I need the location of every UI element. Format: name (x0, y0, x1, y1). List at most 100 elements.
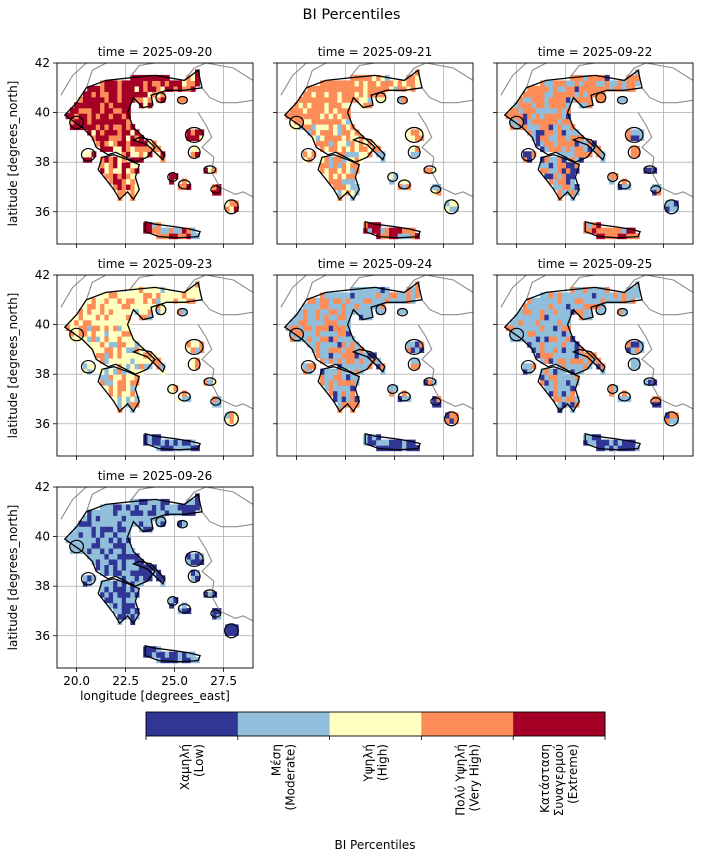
bi-cell (419, 341, 425, 348)
bi-cell (548, 292, 554, 299)
bi-cell (548, 379, 554, 386)
bi-cell (354, 286, 360, 293)
bi-cell (121, 357, 127, 364)
bi-cell (134, 140, 140, 147)
bi-cell (195, 553, 200, 560)
bi-cell (561, 91, 567, 98)
bi-cell (617, 227, 623, 234)
bi-cell (557, 113, 563, 120)
bi-cell (604, 292, 610, 299)
bi-cell (177, 297, 183, 304)
bi-cell (315, 319, 321, 326)
bi-cell (587, 145, 593, 152)
bi-cell (311, 325, 317, 332)
bi-cell (199, 553, 205, 560)
bi-cell (596, 91, 602, 98)
bi-cell (527, 303, 533, 310)
bi-cell (540, 374, 545, 381)
bi-cell (121, 374, 127, 381)
panel-frame (56, 274, 254, 457)
bi-cell (548, 80, 554, 87)
bi-cell (164, 439, 170, 446)
colorbar-class-label: Κατάσταση (538, 744, 552, 813)
bi-cell (147, 96, 153, 103)
bi-cell (557, 401, 563, 408)
bi-cell (527, 325, 533, 332)
bi-cell (121, 91, 127, 98)
island-coastline (203, 589, 217, 598)
bi-cell (147, 102, 153, 109)
bi-cell (104, 374, 110, 381)
bi-cell (225, 205, 231, 212)
bi-cell (363, 96, 369, 103)
island-coastline (443, 411, 459, 427)
bi-cell (371, 85, 377, 92)
bi-cell (294, 102, 300, 109)
bi-cell (173, 173, 179, 180)
bi-cell (104, 330, 110, 337)
bi-cell (164, 297, 170, 304)
bi-cell (82, 325, 88, 332)
bi-cell (561, 396, 567, 403)
bi-cell (358, 297, 364, 304)
bi-cell (587, 91, 593, 98)
bi-cell (147, 85, 153, 92)
bi-cell (229, 205, 235, 212)
bi-cell (69, 113, 75, 120)
bi-cell (126, 504, 131, 511)
bi-cell (397, 233, 403, 240)
bi-cell (100, 140, 105, 147)
bi-cell (354, 374, 360, 381)
bi-cell (583, 151, 589, 158)
bi-cell (100, 107, 105, 114)
coastline (144, 220, 201, 239)
bi-cell (302, 118, 308, 125)
bi-cell (229, 417, 235, 424)
bi-cell (578, 292, 584, 299)
bi-cell (311, 102, 317, 109)
bi-cell (324, 297, 330, 304)
bi-cell (522, 102, 528, 109)
bi-cell (622, 292, 627, 299)
bi-cell (104, 385, 110, 392)
bi-cell (639, 341, 645, 348)
bi-cell (389, 445, 394, 452)
bi-cell (121, 520, 127, 527)
bi-cell (117, 189, 123, 196)
bi-cell (182, 178, 187, 185)
bi-cell (432, 396, 438, 403)
bi-cell (173, 597, 179, 604)
bi-cell (337, 374, 343, 381)
bi-cell (95, 542, 101, 549)
bi-cell (566, 357, 571, 364)
bi-cell (527, 330, 533, 337)
bi-cell (367, 308, 373, 315)
bi-cell (320, 368, 325, 375)
bi-cell (635, 80, 640, 87)
bi-cell (104, 553, 110, 560)
bi-cell (518, 96, 524, 103)
bi-cell (548, 297, 554, 304)
bi-cell (130, 509, 136, 516)
bi-cell (126, 303, 131, 310)
bi-cell (346, 346, 351, 353)
bi-cell (358, 363, 364, 370)
bi-cell (578, 297, 584, 304)
bi-cell (104, 124, 110, 131)
coastline (63, 69, 203, 163)
bi-cell (203, 591, 209, 598)
bi-cell (126, 330, 131, 337)
bi-cell (354, 352, 360, 359)
bi-cell (143, 363, 149, 370)
bi-cell (540, 292, 545, 299)
bi-cell (151, 297, 157, 304)
bi-cell (540, 341, 545, 348)
bi-cell (427, 379, 433, 386)
bi-cell (635, 145, 640, 152)
bi-cell (121, 553, 127, 560)
island-coastline (187, 145, 201, 160)
bi-cell (138, 575, 144, 582)
bi-cell (138, 509, 144, 516)
bi-cell (74, 526, 80, 533)
bi-cell (87, 553, 93, 560)
